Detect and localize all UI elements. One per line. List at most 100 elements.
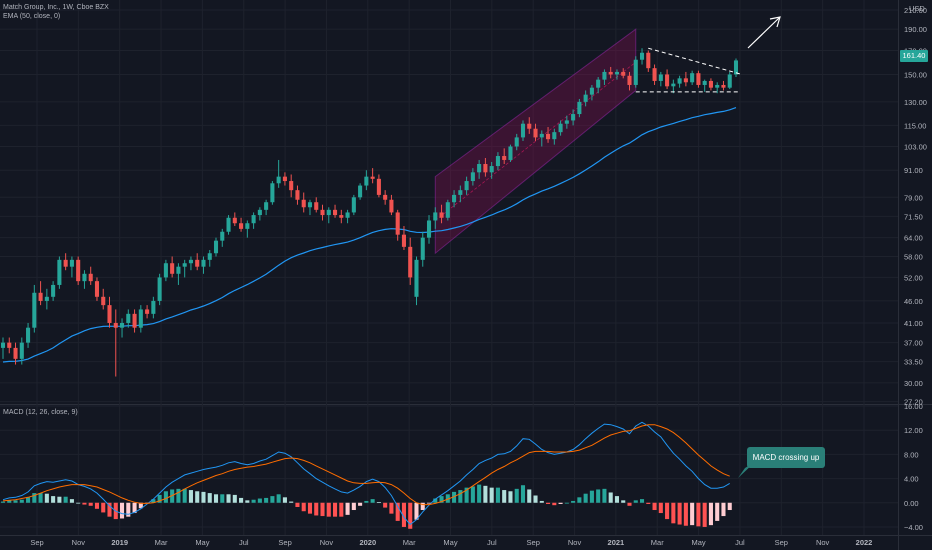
candle-body bbox=[558, 123, 563, 133]
candle-body bbox=[7, 342, 12, 348]
candle bbox=[88, 266, 93, 285]
candle bbox=[508, 144, 513, 162]
candle bbox=[82, 270, 87, 289]
candle-body bbox=[414, 259, 419, 297]
price-tick-label: 64.00 bbox=[904, 234, 923, 243]
candle bbox=[320, 204, 325, 221]
ema-line bbox=[2, 107, 737, 363]
candle-body bbox=[151, 300, 156, 314]
macd-histogram-bar bbox=[19, 499, 24, 503]
macd-histogram-bar bbox=[364, 500, 369, 503]
candle bbox=[326, 207, 331, 224]
macd-histogram-bar bbox=[76, 502, 81, 504]
macd-histogram-bar bbox=[339, 502, 344, 517]
candle-body bbox=[245, 223, 250, 229]
candle bbox=[439, 204, 444, 224]
signal-line bbox=[2, 424, 730, 506]
price-tick-label: 150.00 bbox=[904, 70, 927, 79]
candle-body bbox=[301, 199, 306, 208]
macd-histogram-bar bbox=[608, 492, 613, 503]
macd-histogram-bar bbox=[101, 502, 106, 513]
candle bbox=[414, 256, 419, 306]
candle-body bbox=[282, 176, 287, 182]
candle bbox=[226, 215, 231, 235]
candle bbox=[94, 277, 100, 301]
macd-histogram-bar bbox=[621, 500, 626, 503]
candle-body bbox=[270, 183, 275, 203]
candle bbox=[721, 80, 726, 91]
candle bbox=[702, 79, 707, 92]
macd-histogram-bar bbox=[433, 498, 438, 503]
candle bbox=[633, 56, 638, 88]
candle-body bbox=[213, 240, 219, 254]
macd-histogram-bar bbox=[57, 496, 62, 503]
macd-histogram-bar bbox=[420, 502, 425, 511]
candle-body bbox=[376, 178, 381, 195]
macd-histogram-bar bbox=[32, 493, 37, 503]
channel-midline bbox=[435, 61, 637, 221]
candle-body bbox=[658, 74, 663, 81]
candle bbox=[220, 228, 225, 247]
macd-histogram-bar bbox=[426, 502, 432, 504]
price-tick-label: 115.00 bbox=[904, 121, 926, 130]
candle bbox=[389, 194, 394, 216]
price-tick-label: 190.00 bbox=[904, 25, 927, 34]
macd-histogram-bar bbox=[708, 502, 713, 526]
candle bbox=[339, 209, 344, 224]
macd-tick-label: 0.00 bbox=[904, 499, 919, 508]
candle bbox=[69, 256, 74, 278]
candle-body bbox=[32, 292, 37, 328]
macd-histogram-bar bbox=[351, 502, 356, 511]
candle-body bbox=[370, 176, 375, 179]
macd-histogram-bar bbox=[715, 502, 720, 521]
candle bbox=[170, 256, 175, 278]
price-tick-label: 71.50 bbox=[904, 212, 923, 221]
candle-body bbox=[715, 84, 720, 88]
candle bbox=[151, 296, 156, 319]
candle-body bbox=[683, 78, 688, 83]
candle-body bbox=[239, 223, 244, 229]
candle bbox=[646, 50, 651, 72]
time-tick-label: Jul bbox=[239, 538, 249, 547]
macd-histogram-bar bbox=[502, 490, 507, 503]
candle-body bbox=[13, 347, 18, 359]
macd-histogram-bar bbox=[452, 491, 457, 503]
candle-body bbox=[583, 94, 588, 102]
candle-body bbox=[182, 263, 187, 267]
candle-body bbox=[589, 87, 594, 95]
time-tick-label: 2019 bbox=[111, 538, 128, 547]
candles-layer bbox=[0, 48, 739, 377]
candle-body bbox=[76, 259, 81, 282]
macd-histogram-bar bbox=[571, 500, 576, 503]
candle bbox=[32, 284, 37, 333]
ema-layer bbox=[2, 107, 737, 363]
candle bbox=[571, 109, 576, 126]
candle-body bbox=[677, 78, 682, 84]
candle bbox=[552, 128, 557, 145]
candle-body bbox=[201, 259, 206, 267]
candle-body bbox=[358, 185, 363, 198]
candle bbox=[295, 185, 300, 205]
candle bbox=[690, 70, 695, 85]
macd-histogram-bar bbox=[577, 497, 582, 503]
breakout-arrow-line bbox=[747, 17, 780, 49]
macd-histogram-bar bbox=[333, 502, 338, 517]
candle bbox=[464, 176, 469, 195]
macd-histogram-bar bbox=[458, 490, 463, 503]
candle bbox=[395, 209, 400, 241]
candle bbox=[57, 256, 62, 289]
price-tick-label: 130.00 bbox=[904, 98, 927, 107]
candle-body bbox=[257, 209, 262, 216]
candle-body bbox=[163, 263, 168, 278]
candle-body bbox=[132, 313, 137, 328]
candle-body bbox=[577, 101, 582, 115]
candle-body bbox=[721, 84, 726, 88]
candle bbox=[138, 305, 143, 333]
candle-body bbox=[145, 309, 150, 314]
candle-body bbox=[665, 74, 670, 87]
macd-histogram-bar bbox=[408, 502, 413, 529]
candle-body bbox=[633, 59, 638, 85]
triangle-upper-line bbox=[648, 47, 743, 75]
